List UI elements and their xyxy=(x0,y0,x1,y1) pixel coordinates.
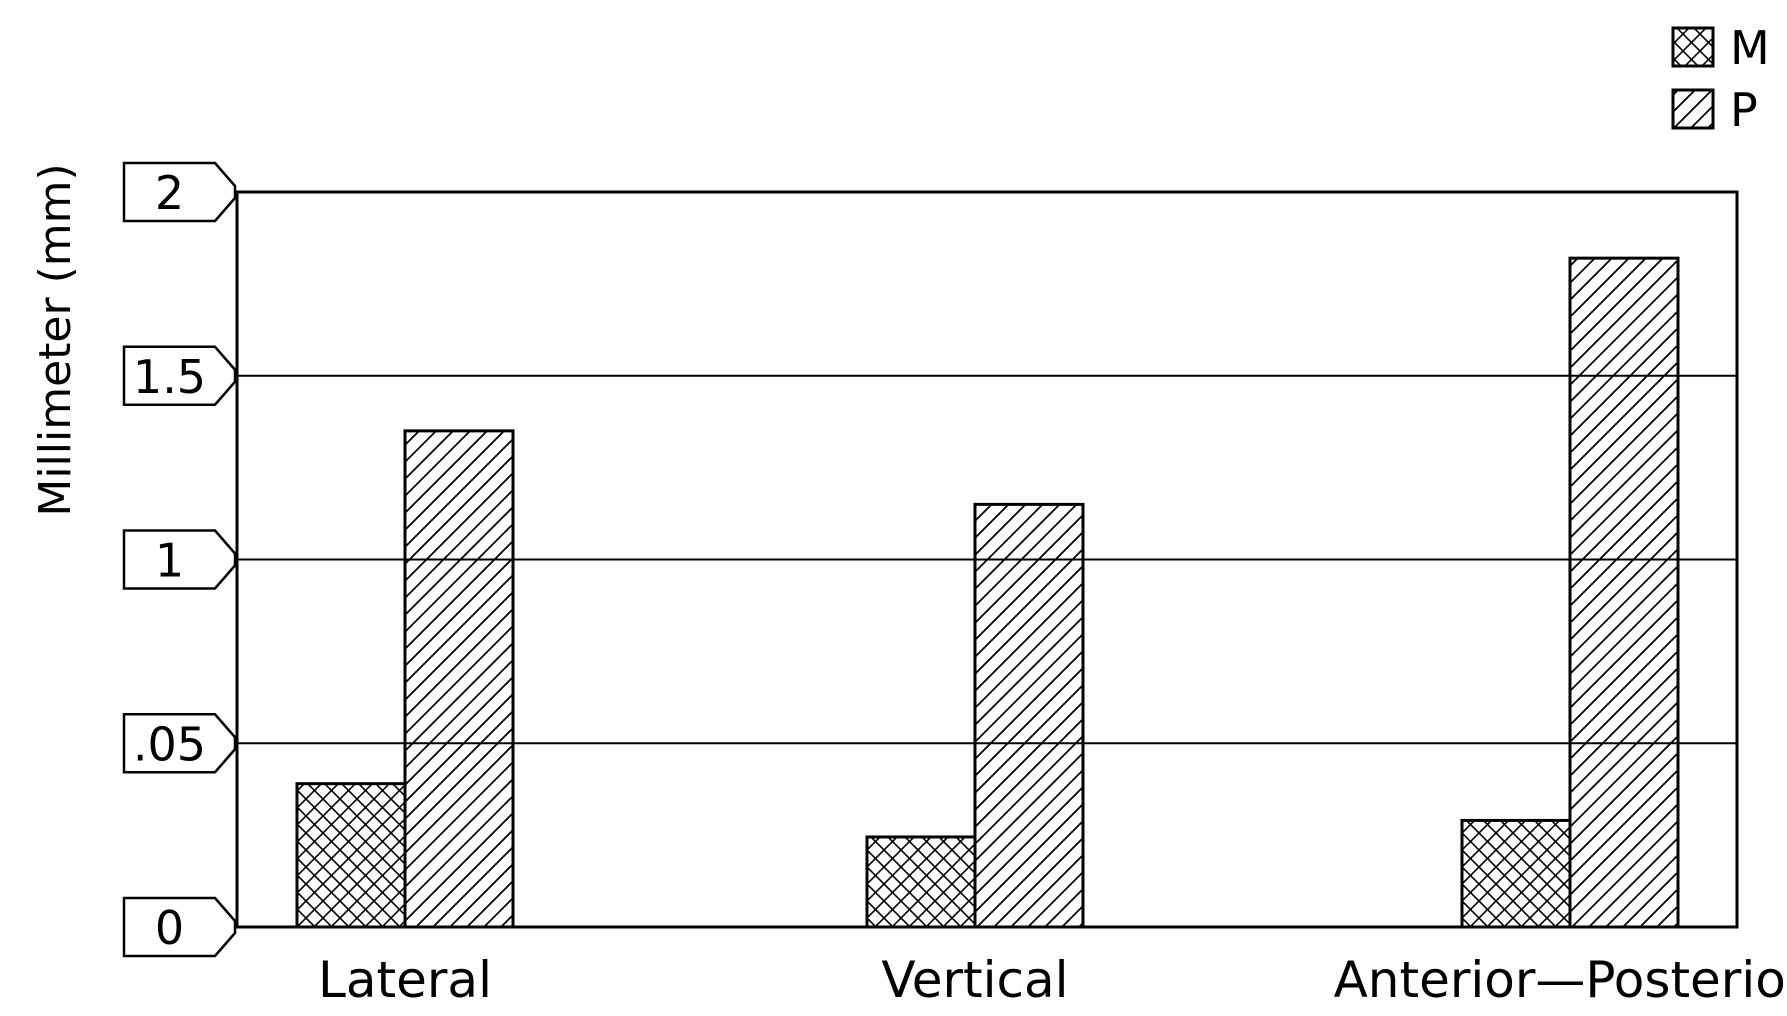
y-tick-box xyxy=(122,713,237,774)
legend-swatch-p xyxy=(1671,88,1715,130)
y-tick-label: 0 xyxy=(155,901,184,955)
y-tick-box xyxy=(122,896,237,958)
bar-p xyxy=(973,502,1085,929)
y-axis-label: Millimeter (mm) xyxy=(30,163,81,516)
y-tick-label: 2 xyxy=(155,166,184,220)
bar-m xyxy=(1460,818,1572,929)
x-category-label: Lateral xyxy=(318,951,492,1009)
y-tick-label: 1.5 xyxy=(133,350,206,404)
y-tick-label: 1 xyxy=(155,534,184,588)
legend: MP xyxy=(1671,21,1770,137)
bar-m xyxy=(865,835,977,929)
bar-p xyxy=(1568,256,1680,929)
plot-area-frame xyxy=(235,190,1739,929)
y-axis-ticks: 0 .05 1 1.5 2 xyxy=(122,161,237,958)
y-tick-label: .05 xyxy=(133,717,206,771)
bar-m xyxy=(295,782,407,929)
y-tick-box xyxy=(122,529,237,590)
bars xyxy=(295,256,1680,929)
x-axis-categories: Lateral Vertical Anterior—Posterior xyxy=(318,951,1787,1009)
legend-label: P xyxy=(1730,83,1758,137)
legend-swatch-m xyxy=(1671,26,1715,68)
y-tick-box xyxy=(122,161,237,223)
x-category-label: Anterior—Posterior xyxy=(1334,951,1787,1009)
x-category-label: Vertical xyxy=(881,951,1068,1009)
legend-label: M xyxy=(1730,21,1770,75)
y-tick-box xyxy=(122,345,237,406)
bar-p xyxy=(403,429,515,929)
